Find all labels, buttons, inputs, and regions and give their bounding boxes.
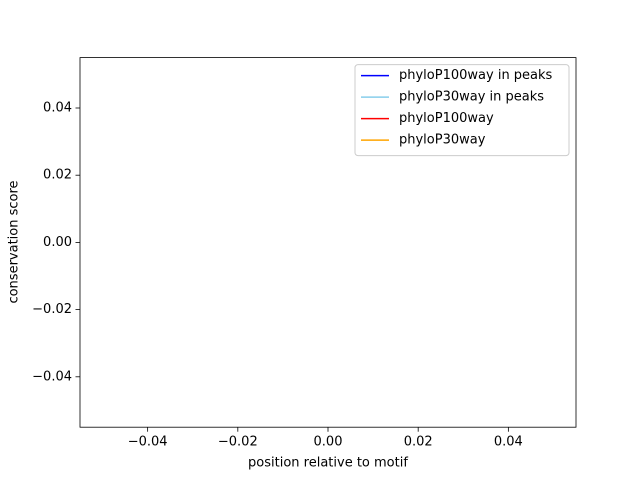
y-tick-label: −0.04 — [32, 369, 72, 384]
legend-box — [354, 64, 570, 157]
x-tick-label: 0.00 — [314, 435, 343, 450]
x-tick-label: 0.04 — [494, 435, 523, 450]
legend-label: phyloP30way — [399, 133, 486, 148]
y-tick-label: 0.04 — [43, 101, 72, 116]
y-axis-label: conservation score — [7, 180, 22, 303]
legend-label: phyloP100way — [399, 111, 494, 126]
y-tick-label: −0.02 — [32, 302, 72, 317]
legend-label: phyloP30way in peaks — [399, 90, 544, 105]
y-tick-label: 0.02 — [43, 168, 72, 183]
x-tick-label: 0.02 — [404, 435, 433, 450]
x-axis-label: position relative to motif — [248, 456, 408, 471]
x-tick-label: −0.04 — [128, 435, 168, 450]
y-tick-label: 0.00 — [43, 235, 72, 250]
plot-frame — [79, 57, 577, 428]
x-tick-label: −0.02 — [218, 435, 258, 450]
legend-label: phyloP100way in peaks — [399, 68, 553, 83]
